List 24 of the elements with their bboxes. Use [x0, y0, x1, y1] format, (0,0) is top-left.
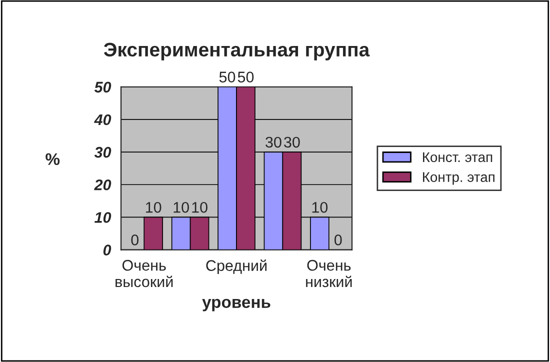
y-axis-title: % — [46, 153, 60, 165]
y-tick-label: 10 — [94, 212, 112, 223]
legend-label: Контр. этап — [423, 172, 494, 185]
y-tick-label: 40 — [94, 114, 112, 126]
y-tick-label: 30 — [94, 146, 112, 158]
data-label: 0 — [334, 234, 342, 246]
data-label: 50 — [219, 72, 236, 82]
x-tick-label: Очень низкий — [306, 260, 352, 288]
y-tick-label: 0 — [103, 244, 112, 256]
chart-title: Экспериментальная группа — [104, 42, 370, 60]
x-tick-label: Средний — [206, 260, 266, 274]
data-label: 0 — [131, 234, 139, 246]
data-label: 50 — [238, 72, 254, 82]
data-label: 10 — [146, 202, 162, 213]
data-label: 10 — [174, 202, 189, 213]
legend-label: Конст. этап — [423, 152, 492, 162]
x-axis-title: уровень — [202, 298, 270, 312]
y-tick-label: 50 — [94, 82, 112, 93]
y-tick-label: 20 — [94, 179, 112, 190]
data-label: 10 — [192, 202, 208, 213]
data-label: 30 — [266, 136, 282, 148]
data-label: 30 — [284, 136, 300, 148]
x-tick-label: Очень высокий — [116, 260, 173, 288]
data-label: 10 — [312, 202, 328, 213]
